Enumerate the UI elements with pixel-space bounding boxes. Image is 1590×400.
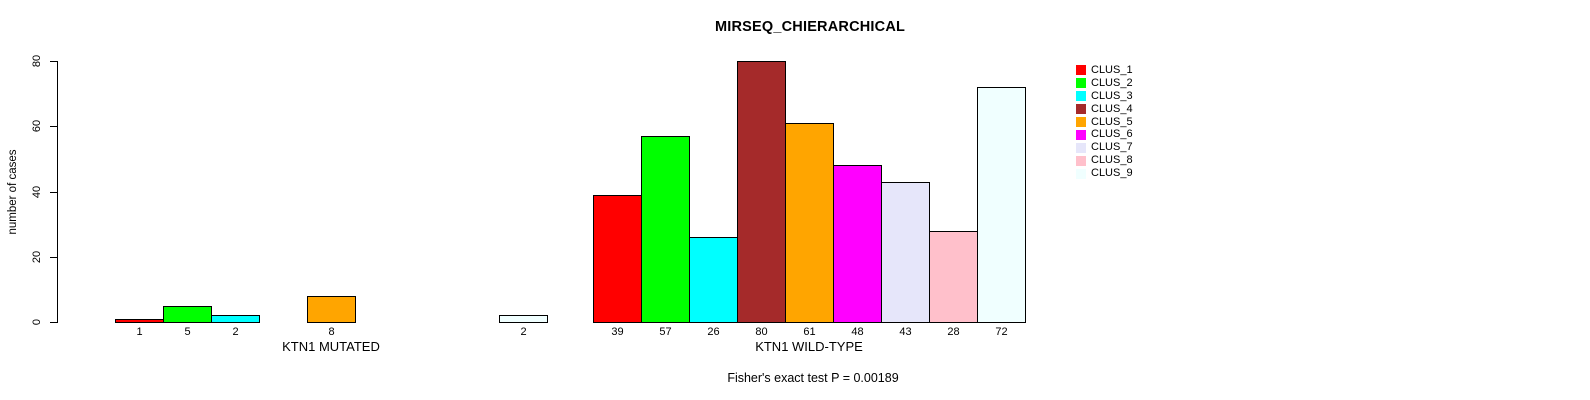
legend-label: CLUS_2 bbox=[1091, 76, 1133, 89]
legend-label: CLUS_8 bbox=[1091, 154, 1133, 167]
legend-row: CLUS_2 bbox=[1076, 77, 1133, 90]
legend-swatch-icon bbox=[1076, 91, 1086, 102]
y-axis-tick-label: 60 bbox=[31, 120, 43, 133]
bar bbox=[211, 315, 260, 323]
bar bbox=[689, 237, 738, 323]
y-axis-tick-label: 80 bbox=[31, 54, 43, 68]
legend-label: CLUS_4 bbox=[1091, 102, 1133, 115]
chart-title: MIRSEQ_CHIERARCHICAL bbox=[714, 19, 906, 35]
legend-row: CLUS_4 bbox=[1076, 103, 1133, 116]
bar bbox=[115, 319, 164, 323]
y-axis-tick bbox=[50, 322, 57, 323]
y-axis-line bbox=[57, 61, 58, 323]
legend-row: CLUS_3 bbox=[1076, 90, 1133, 103]
bar bbox=[785, 123, 834, 323]
bar bbox=[593, 195, 642, 323]
legend-row: CLUS_7 bbox=[1076, 141, 1133, 154]
bar-value-label: 26 bbox=[707, 326, 720, 338]
legend-swatch-icon bbox=[1076, 168, 1086, 179]
legend-row: CLUS_8 bbox=[1076, 154, 1133, 167]
bar-value-label: 5 bbox=[184, 326, 191, 338]
legend-swatch-icon bbox=[1076, 155, 1086, 166]
legend-row: CLUS_1 bbox=[1076, 64, 1133, 77]
legend-label: CLUS_6 bbox=[1091, 128, 1133, 141]
bar bbox=[977, 87, 1026, 323]
bar-value-label: 61 bbox=[803, 326, 816, 338]
y-axis-tick bbox=[50, 126, 57, 128]
y-axis-tick bbox=[50, 61, 57, 62]
legend-swatch-icon bbox=[1076, 129, 1086, 140]
legend-swatch-icon bbox=[1076, 117, 1086, 127]
legend-swatch-icon bbox=[1076, 104, 1086, 115]
y-axis-tick-label: 40 bbox=[31, 185, 43, 198]
group-axis-label: KTN1 WILD-TYPE bbox=[755, 339, 863, 354]
bar-value-label: 8 bbox=[328, 326, 335, 338]
bar-value-label: 48 bbox=[851, 326, 864, 338]
legend-label: CLUS_5 bbox=[1091, 115, 1133, 128]
group-axis-label: KTN1 MUTATED bbox=[282, 339, 380, 354]
bar bbox=[641, 136, 690, 323]
fisher-test-annotation: Fisher's exact test P = 0.00189 bbox=[727, 371, 899, 385]
bar-value-label: 72 bbox=[995, 326, 1008, 338]
bar-value-label: 80 bbox=[755, 326, 768, 338]
y-axis-title: number of cases bbox=[7, 148, 19, 235]
bar-value-label: 2 bbox=[520, 326, 527, 338]
y-axis-tick bbox=[50, 191, 57, 193]
bar bbox=[307, 296, 356, 323]
bar-value-label: 28 bbox=[947, 326, 960, 338]
bar bbox=[163, 306, 212, 323]
bar-value-label: 57 bbox=[659, 326, 672, 338]
legend-swatch-icon bbox=[1076, 78, 1086, 89]
bar bbox=[881, 182, 930, 323]
bar-value-label: 43 bbox=[899, 326, 912, 338]
legend-label: CLUS_3 bbox=[1091, 89, 1133, 102]
legend-label: CLUS_7 bbox=[1091, 141, 1133, 154]
bar bbox=[499, 315, 548, 323]
bar bbox=[737, 61, 786, 323]
legend-row: CLUS_5 bbox=[1076, 116, 1133, 129]
legend-label: CLUS_9 bbox=[1091, 167, 1133, 180]
legend: CLUS_1 CLUS_2 CLUS_3 CLUS_4 CLUS_5 CLUS_6 CLUS… bbox=[1076, 64, 1133, 180]
y-axis-tick-label: 0 bbox=[31, 318, 43, 326]
bar bbox=[929, 231, 978, 323]
legend-row: CLUS_6 bbox=[1076, 128, 1133, 141]
bar bbox=[833, 165, 882, 323]
bar-value-label: 39 bbox=[611, 326, 624, 338]
bar-value-label: 2 bbox=[232, 326, 239, 338]
legend-swatch-icon bbox=[1076, 65, 1086, 76]
bar-value-label: 1 bbox=[136, 326, 143, 338]
legend-swatch-icon bbox=[1076, 142, 1086, 153]
y-axis-tick-label: 20 bbox=[31, 250, 43, 263]
legend-row: CLUS_9 bbox=[1076, 167, 1133, 180]
y-axis-tick bbox=[50, 256, 57, 258]
legend-label: CLUS_1 bbox=[1091, 64, 1133, 76]
